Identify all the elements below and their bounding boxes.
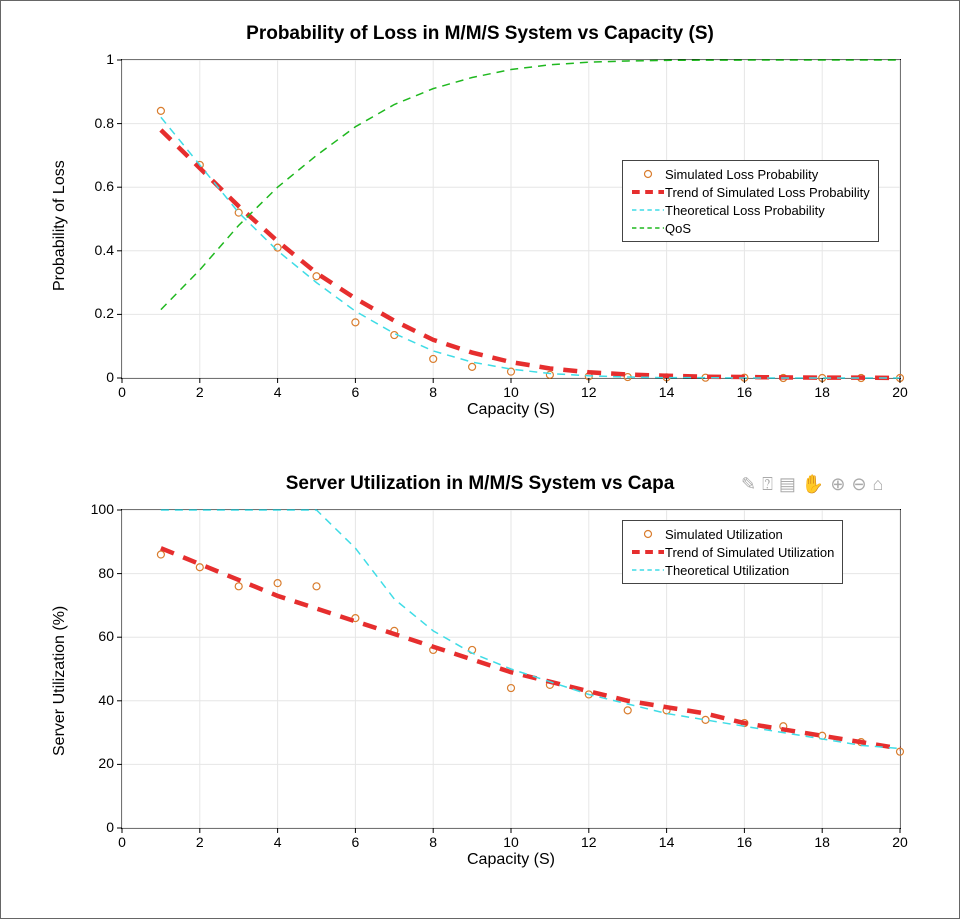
- xtick-label: 2: [188, 384, 212, 400]
- legend-item[interactable]: Theoretical Loss Probability: [631, 201, 870, 219]
- ytick-label: 100: [72, 501, 114, 517]
- xtick-label: 0: [110, 384, 134, 400]
- brush-icon[interactable]: ✎: [741, 474, 756, 495]
- legend-item[interactable]: QoS: [631, 219, 870, 237]
- legend-label: Theoretical Loss Probability: [665, 203, 825, 218]
- xtick-label: 20: [888, 834, 912, 850]
- export-icon[interactable]: ⍰: [762, 474, 773, 495]
- xtick-label: 8: [421, 834, 445, 850]
- ytick-label: 0: [72, 819, 114, 835]
- legend-swatch: [631, 203, 665, 217]
- ytick-label: 40: [72, 692, 114, 708]
- legend-label: Simulated Utilization: [665, 527, 783, 542]
- xtick-label: 16: [732, 384, 756, 400]
- legend-label: Trend of Simulated Loss Probability: [665, 185, 870, 200]
- xtick-label: 4: [266, 384, 290, 400]
- legend-swatch: [631, 167, 665, 181]
- figure: Probability of Loss in M/M/S System vs C…: [0, 0, 960, 919]
- datatips-icon[interactable]: ▤: [779, 474, 796, 495]
- ytick-label: 0: [72, 369, 114, 385]
- ytick-label: 80: [72, 565, 114, 581]
- legend-swatch: [631, 527, 665, 541]
- legend-item[interactable]: Trend of Simulated Loss Probability: [631, 183, 870, 201]
- chart1-axes[interactable]: 0246810121416182000.20.40.60.81Simulated…: [121, 59, 901, 379]
- zoom-out-icon[interactable]: ⊖: [851, 474, 866, 495]
- legend-label: QoS: [665, 221, 691, 236]
- legend-item[interactable]: Trend of Simulated Utilization: [631, 543, 834, 561]
- legend-label: Trend of Simulated Utilization: [665, 545, 834, 560]
- chart2-xlabel: Capacity (S): [121, 851, 901, 869]
- legend-swatch: [631, 545, 665, 559]
- ytick-label: 0.4: [72, 242, 114, 258]
- legend-swatch: [631, 221, 665, 235]
- chart1-title: Probability of Loss in M/M/S System vs C…: [1, 23, 959, 45]
- chart1-xlabel: Capacity (S): [121, 401, 901, 419]
- xtick-label: 0: [110, 834, 134, 850]
- pan-icon[interactable]: ✋: [802, 474, 824, 495]
- xtick-label: 16: [732, 834, 756, 850]
- xtick-label: 14: [655, 834, 679, 850]
- axes-toolbar: ✎ ⍰ ▤ ✋ ⊕ ⊖ ⌂: [741, 474, 883, 495]
- ytick-label: 0.2: [72, 305, 114, 321]
- xtick-label: 14: [655, 384, 679, 400]
- ytick-label: 1: [72, 51, 114, 67]
- ytick-label: 20: [72, 755, 114, 771]
- xtick-label: 10: [499, 384, 523, 400]
- xtick-label: 6: [343, 834, 367, 850]
- ytick-label: 0.8: [72, 115, 114, 131]
- legend-item[interactable]: Simulated Utilization: [631, 525, 834, 543]
- xtick-label: 12: [577, 834, 601, 850]
- legend[interactable]: Simulated Loss Probability Trend of Simul…: [622, 160, 879, 242]
- legend-label: Theoretical Utilization: [665, 563, 789, 578]
- xtick-label: 2: [188, 834, 212, 850]
- xtick-label: 18: [810, 384, 834, 400]
- legend-label: Simulated Loss Probability: [665, 167, 818, 182]
- chart1-ylabel: Probability of Loss: [51, 160, 69, 291]
- xtick-label: 4: [266, 834, 290, 850]
- xtick-label: 8: [421, 384, 445, 400]
- xtick-label: 12: [577, 384, 601, 400]
- legend-swatch: [631, 563, 665, 577]
- home-icon[interactable]: ⌂: [873, 474, 884, 495]
- xtick-label: 20: [888, 384, 912, 400]
- chart2-ylabel: Server Utilization (%): [51, 606, 69, 756]
- xtick-label: 18: [810, 834, 834, 850]
- legend[interactable]: Simulated Utilization Trend of Simulated …: [622, 520, 843, 584]
- legend-item[interactable]: Theoretical Utilization: [631, 561, 834, 579]
- ytick-label: 60: [72, 628, 114, 644]
- chart2-axes[interactable]: 02468101214161820020406080100Simulated U…: [121, 509, 901, 829]
- legend-item[interactable]: Simulated Loss Probability: [631, 165, 870, 183]
- xtick-label: 10: [499, 834, 523, 850]
- ytick-label: 0.6: [72, 178, 114, 194]
- zoom-in-icon[interactable]: ⊕: [830, 474, 845, 495]
- xtick-label: 6: [343, 384, 367, 400]
- legend-swatch: [631, 185, 665, 199]
